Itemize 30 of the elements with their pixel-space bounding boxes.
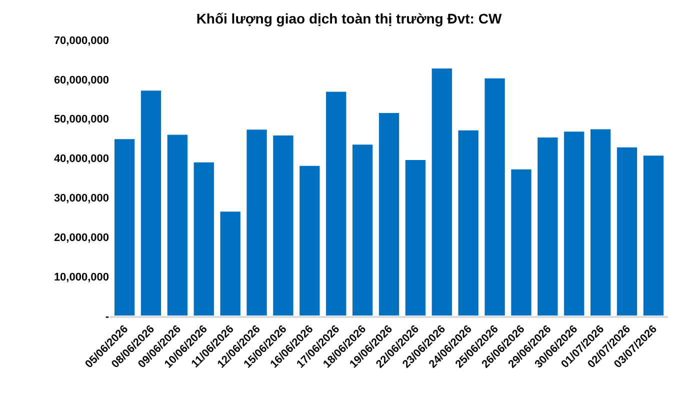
y-tick-label: 30,000,000 (54, 192, 109, 205)
bar (616, 146, 638, 316)
bar (457, 129, 480, 316)
y-tick-label: 60,000,000 (54, 74, 109, 86)
chart-title: Khối lượng giao dịch toàn thị trường Đvt: CW (196, 10, 502, 27)
bar (140, 90, 162, 316)
bar (219, 210, 242, 316)
y-tick-label: 10,000,000 (54, 271, 109, 284)
bar (484, 77, 506, 316)
bar (272, 134, 294, 316)
bar (298, 164, 321, 316)
y-tick-label: 70,000,000 (54, 34, 109, 47)
bar (113, 138, 136, 316)
bar (642, 154, 665, 316)
bar (325, 90, 348, 316)
bar (378, 112, 400, 316)
bar (246, 128, 268, 316)
bar (404, 158, 427, 316)
y-tick-label: 20,000,000 (54, 232, 109, 244)
bar (536, 136, 559, 316)
y-tick-label: 40,000,000 (54, 153, 109, 166)
bar (510, 168, 532, 316)
bar (192, 161, 215, 316)
bar (351, 144, 374, 316)
bar (166, 134, 189, 316)
y-tick-label: - (105, 310, 110, 323)
bar (589, 128, 612, 316)
y-tick-label: 50,000,000 (54, 114, 109, 126)
bar (430, 67, 453, 316)
bar (563, 130, 586, 316)
